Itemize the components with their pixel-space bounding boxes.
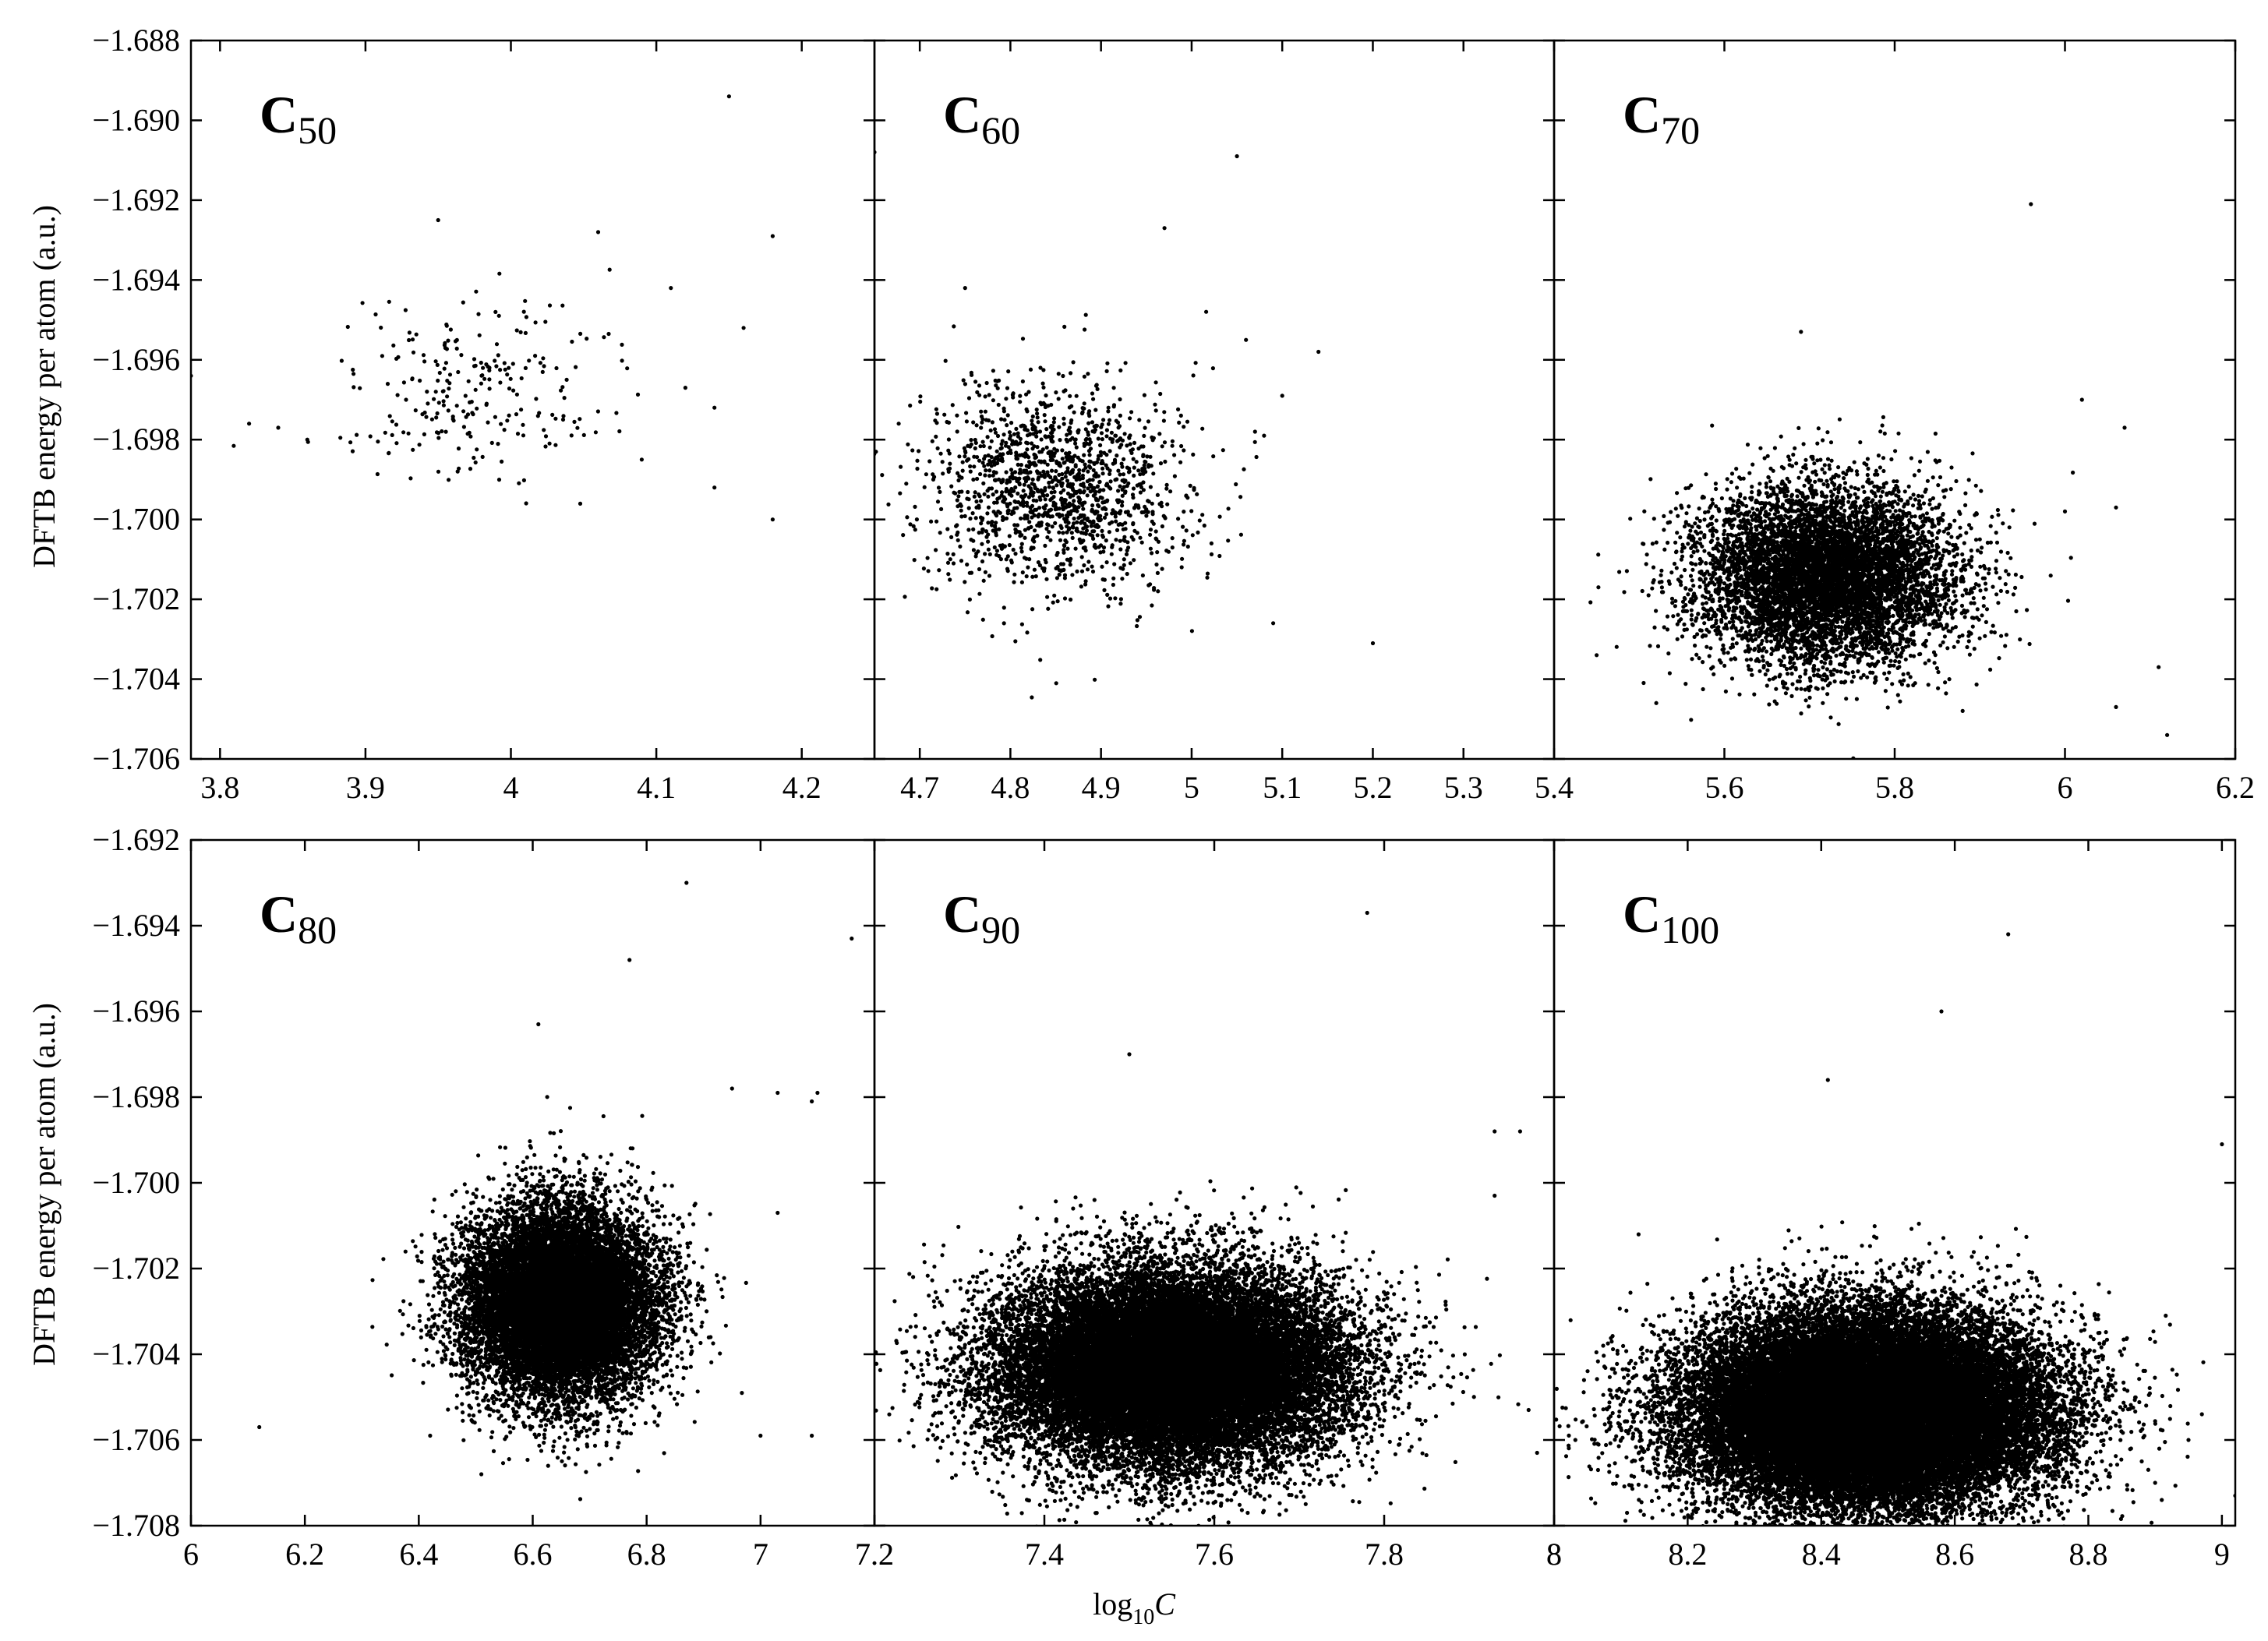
panel-C70: 5.6 5.8 6 6.2 C70 xyxy=(1538,41,2255,805)
x-axis-title-base: log xyxy=(1093,1586,1132,1622)
y-tick-label: −1.702 xyxy=(92,581,180,616)
x-tick-label: 4.1 xyxy=(637,770,676,805)
x-tick-label: 7.8 xyxy=(1365,1537,1404,1572)
panel-C50: 3.8 3.9 4 4.1 4.2 −1.688 −1.690 −1.692 −1.694 −1.… xyxy=(92,23,874,805)
frame-C70 xyxy=(1554,41,2235,759)
x-tick-label: 6 xyxy=(183,1537,199,1572)
panel-label-C100: C100 xyxy=(1623,884,1719,951)
panel-C80: 6 6.2 6.4 6.6 6.8 7 7.2 −1.692 −1.694 −1.696 −1.69… xyxy=(92,822,894,1572)
panel-label-sub: 50 xyxy=(298,108,337,152)
x-tick-label: 6.8 xyxy=(627,1537,666,1572)
y-tick-label: −1.690 xyxy=(92,102,180,137)
points-C90 xyxy=(862,911,1599,1547)
x-axis-title-var: C xyxy=(1154,1586,1176,1622)
scatter-points-C90 xyxy=(862,911,1599,1547)
x-tick-label: 5.8 xyxy=(1875,770,1914,805)
x-tick-label: 6 xyxy=(2058,770,2073,805)
points-C60 xyxy=(858,150,1376,700)
y-tick-label: −1.694 xyxy=(92,262,180,297)
x-tick-label: 8.2 xyxy=(1668,1537,1707,1572)
scatter-points-C100 xyxy=(1526,932,2238,1632)
panel-C60: 4.7 4.8 4.9 5 5.1 5.2 5.3 5.4 C60 xyxy=(858,41,1574,805)
frame-C60 xyxy=(874,41,1554,759)
y-tick-label: −1.708 xyxy=(92,1508,180,1543)
panel-label-main: C xyxy=(943,85,981,144)
x-tick-label: 5.1 xyxy=(1263,770,1302,805)
y-tick-label: −1.696 xyxy=(92,342,180,377)
x-tick-label: 5.3 xyxy=(1444,770,1483,805)
x-tick-label: 4.8 xyxy=(991,770,1030,805)
y-tick-label: −1.694 xyxy=(92,908,180,943)
x-tick-label: 9 xyxy=(2214,1537,2230,1572)
panel-label-main: C xyxy=(1623,884,1661,944)
y-tick-label: −1.688 xyxy=(92,23,180,58)
x-tick-label: 4.2 xyxy=(782,770,821,805)
x-tick-label: 6.2 xyxy=(2216,770,2255,805)
panel-label-C70: C70 xyxy=(1623,85,1700,152)
x-tick-label: 6.4 xyxy=(399,1537,438,1572)
x-tick-label: 7.6 xyxy=(1195,1537,1234,1572)
y-axis-title-bottom: DFTB energy per atom (a.u.) xyxy=(26,1003,62,1366)
x-tick-label: 4 xyxy=(503,770,519,805)
panel-C100: 8 8.2 8.4 8.6 8.8 9 C100 xyxy=(1526,840,2238,1632)
scatter-points-C60 xyxy=(858,150,1376,700)
points-C50 xyxy=(189,94,775,521)
points-C70 xyxy=(1538,202,2169,764)
panel-label-main: C xyxy=(1623,85,1661,144)
y-tick-label: −1.702 xyxy=(92,1251,180,1286)
y-tick-label: −1.700 xyxy=(92,502,180,537)
x-tick-label: 8.8 xyxy=(2068,1537,2107,1572)
panel-label-sub: 100 xyxy=(1661,908,1719,951)
panel-label-C90: C90 xyxy=(943,884,1020,951)
y-tick-label: −1.704 xyxy=(92,662,180,697)
frame-C50 xyxy=(191,41,874,759)
x-tick-label: 6.2 xyxy=(285,1537,324,1572)
panels: 3.8 3.9 4 4.1 4.2 −1.688 −1.690 −1.692 −1.694 −1.… xyxy=(92,23,2255,1632)
x-axis-title-sub: 10 xyxy=(1132,1605,1154,1629)
panel-label-C60: C60 xyxy=(943,85,1020,152)
x-tick-label: 4.7 xyxy=(900,770,939,805)
x-tick-label: 5.4 xyxy=(1535,770,1574,805)
x-tick-label: 6.6 xyxy=(514,1537,553,1572)
y-tick-label: −1.704 xyxy=(92,1336,180,1371)
panel-label-sub: 70 xyxy=(1661,108,1700,152)
x-tick-label: 8.6 xyxy=(1935,1537,1974,1572)
x-axis-title: log10C xyxy=(1093,1586,1176,1629)
x-tick-label: 8.4 xyxy=(1802,1537,1841,1572)
y-axis-title-top: DFTB energy per atom (a.u.) xyxy=(26,205,62,568)
x-tick-label: 7.2 xyxy=(855,1537,894,1572)
x-tick-label: 7 xyxy=(753,1537,768,1572)
y-tick-label: −1.696 xyxy=(92,993,180,1029)
x-tick-label: 5.6 xyxy=(1705,770,1744,805)
panel-label-main: C xyxy=(943,884,981,944)
points-C100 xyxy=(1526,932,2238,1632)
scatter-points-C80 xyxy=(257,880,853,1501)
panel-label-sub: 80 xyxy=(298,908,337,951)
x-tick-label: 3.8 xyxy=(200,770,239,805)
x-tick-label: 7.4 xyxy=(1025,1537,1064,1572)
y-tick-label: −1.692 xyxy=(92,182,180,217)
panel-C90: 7.2 7.4 7.6 7.8 8 C90 xyxy=(855,840,1599,1572)
panel-label-main: C xyxy=(260,85,298,144)
y-tick-label: −1.700 xyxy=(92,1165,180,1200)
y-tick-label: −1.698 xyxy=(92,1079,180,1114)
panel-label-C50: C50 xyxy=(260,85,337,152)
x-tick-label: 5.2 xyxy=(1353,770,1392,805)
y-tick-label: −1.706 xyxy=(92,741,180,776)
panel-label-sub: 90 xyxy=(981,908,1020,951)
panel-label-sub: 60 xyxy=(981,108,1020,152)
panel-label-C80: C80 xyxy=(260,884,337,951)
panel-label-main: C xyxy=(260,884,298,944)
y-tick-label: −1.706 xyxy=(92,1422,180,1457)
scatter-points-C50 xyxy=(189,94,775,521)
x-tick-label: 3.9 xyxy=(346,770,385,805)
scatter-points-C70 xyxy=(1538,202,2169,764)
x-tick-label: 4.9 xyxy=(1082,770,1121,805)
y-tick-label: −1.698 xyxy=(92,422,180,457)
points-C80 xyxy=(257,880,853,1501)
x-tick-label: 5 xyxy=(1184,770,1199,805)
y-tick-label: −1.692 xyxy=(92,822,180,857)
x-tick-label: 8 xyxy=(1546,1537,1562,1572)
